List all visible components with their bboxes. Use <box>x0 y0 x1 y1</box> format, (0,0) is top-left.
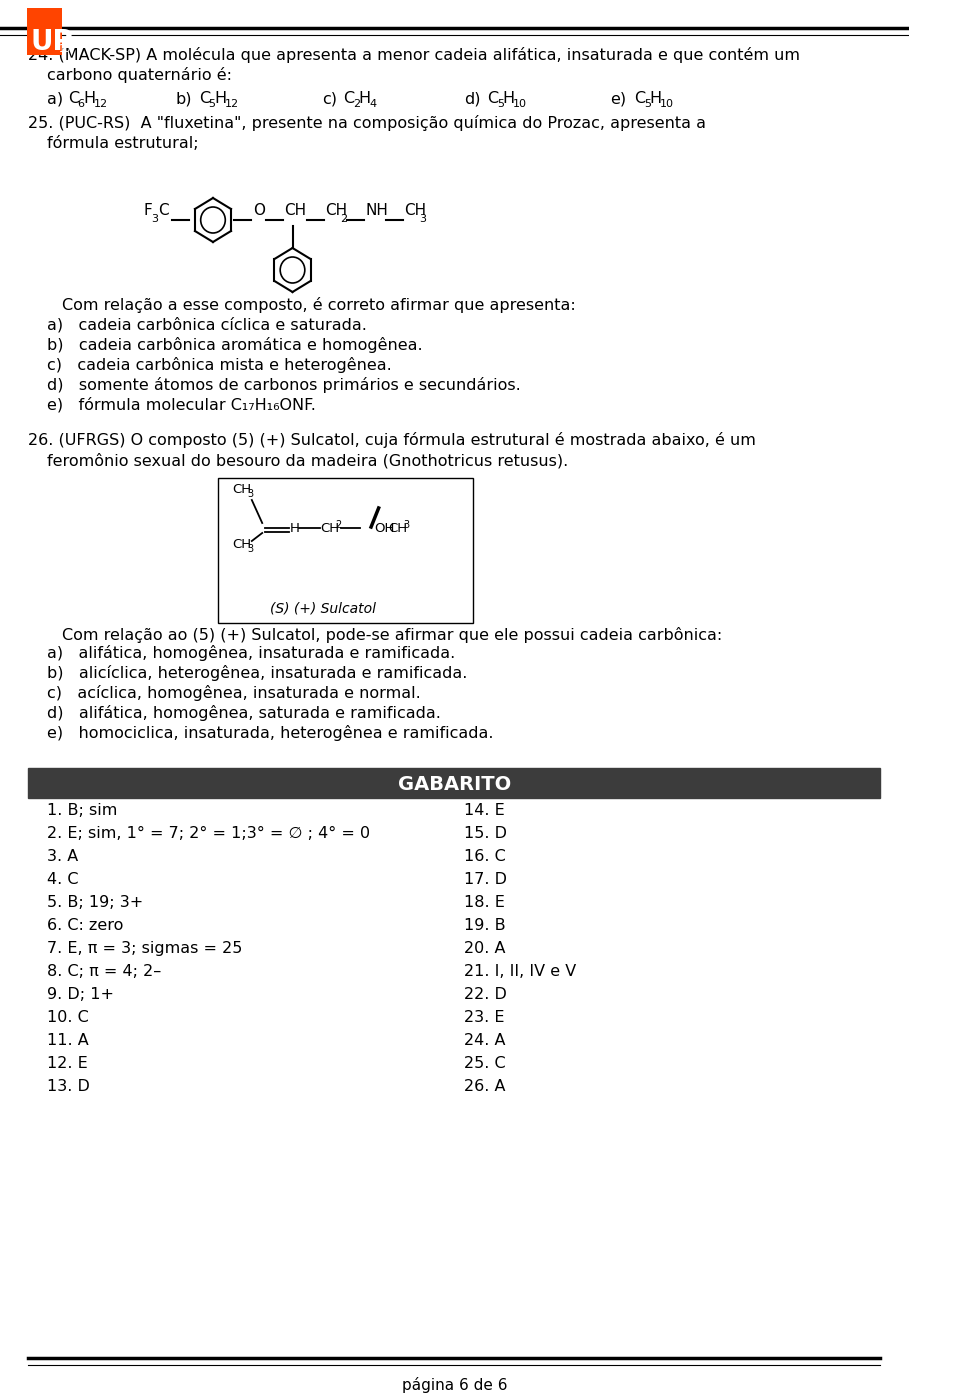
Text: b): b) <box>175 91 192 106</box>
Text: feromônio sexual do besouro da madeira (Gnothotricus retusus).: feromônio sexual do besouro da madeira (… <box>47 453 568 468</box>
Text: CH: CH <box>320 521 339 535</box>
Text: H: H <box>214 91 226 106</box>
Text: H: H <box>290 521 300 535</box>
Text: C: C <box>199 91 210 106</box>
Text: 2: 2 <box>335 520 342 530</box>
Text: fórmula estrutural;: fórmula estrutural; <box>47 136 199 151</box>
Text: 13. D: 13. D <box>47 1079 90 1095</box>
Text: 8. C; π = 4; 2–: 8. C; π = 4; 2– <box>47 965 161 979</box>
Text: 20. A: 20. A <box>464 941 505 956</box>
Text: 3: 3 <box>247 544 253 554</box>
Text: NH: NH <box>366 203 388 218</box>
Text: 4. C: 4. C <box>47 872 79 886</box>
Text: e): e) <box>611 91 627 106</box>
Text: CH: CH <box>232 482 252 496</box>
Text: C: C <box>488 91 498 106</box>
Text: d): d) <box>464 91 480 106</box>
Text: F: F <box>144 203 153 218</box>
Text: CH: CH <box>324 203 347 218</box>
Text: 3: 3 <box>403 520 409 530</box>
Text: 5. B; 19; 3+: 5. B; 19; 3+ <box>47 895 144 910</box>
Text: página 6 de 6: página 6 de 6 <box>401 1377 507 1392</box>
Text: 6. C: zero: 6. C: zero <box>47 918 124 932</box>
Text: 11. A: 11. A <box>47 1033 89 1048</box>
Text: b)   alicíclica, heterogênea, insaturada e ramificada.: b) alicíclica, heterogênea, insaturada e… <box>47 665 468 681</box>
Text: 3. A: 3. A <box>47 849 79 864</box>
Text: Com relação a esse composto, é correto afirmar que apresenta:: Com relação a esse composto, é correto a… <box>61 296 575 313</box>
Text: H: H <box>84 91 95 106</box>
Text: 10. C: 10. C <box>47 1009 89 1025</box>
Text: 2. E; sim, 1° = 7; 2° = 1;3° = ∅ ; 4° = 0: 2. E; sim, 1° = 7; 2° = 1;3° = ∅ ; 4° = … <box>47 826 371 842</box>
Text: 7. E, π = 3; sigmas = 25: 7. E, π = 3; sigmas = 25 <box>47 941 243 956</box>
Text: 1. B; sim: 1. B; sim <box>47 802 118 818</box>
Text: 5: 5 <box>497 99 504 109</box>
Text: 3: 3 <box>247 489 253 499</box>
Text: 24. A: 24. A <box>464 1033 505 1048</box>
Text: c)   cadeia carbônica mista e heterogênea.: c) cadeia carbônica mista e heterogênea. <box>47 356 392 373</box>
Polygon shape <box>27 8 61 55</box>
Text: CH: CH <box>388 521 407 535</box>
Text: c): c) <box>322 91 337 106</box>
Text: d)   somente átomos de carbonos primários e secundários.: d) somente átomos de carbonos primários … <box>47 377 521 393</box>
Text: C: C <box>635 91 645 106</box>
Text: CH: CH <box>232 538 252 551</box>
Text: 26. A: 26. A <box>464 1079 505 1095</box>
Text: H: H <box>359 91 371 106</box>
Text: 9. D; 1+: 9. D; 1+ <box>47 987 114 1002</box>
Text: 19. B: 19. B <box>464 918 506 932</box>
Text: e)   fórmula molecular C₁₇H₁₆ONF.: e) fórmula molecular C₁₇H₁₆ONF. <box>47 397 316 412</box>
Text: a)   alifática, homogênea, insaturada e ramificada.: a) alifática, homogênea, insaturada e ra… <box>47 644 456 661</box>
Text: 16. C: 16. C <box>464 849 506 864</box>
Text: 24. (MACK-SP) A molécula que apresenta a menor cadeia alifática, insaturada e qu: 24. (MACK-SP) A molécula que apresenta a… <box>29 48 801 63</box>
Text: 12. E: 12. E <box>47 1055 88 1071</box>
Text: 23. E: 23. E <box>464 1009 504 1025</box>
Text: c)   acíclica, homogênea, insaturada e normal.: c) acíclica, homogênea, insaturada e nor… <box>47 685 421 700</box>
Text: 10: 10 <box>513 99 527 109</box>
Text: 6: 6 <box>78 99 84 109</box>
Text: (S) (+) Sulcatol: (S) (+) Sulcatol <box>270 603 375 617</box>
Text: C: C <box>344 91 355 106</box>
Text: a): a) <box>47 91 63 106</box>
Text: 10: 10 <box>660 99 674 109</box>
Text: 12: 12 <box>225 99 238 109</box>
Text: carbono quaternário é:: carbono quaternário é: <box>47 67 232 82</box>
Text: C: C <box>68 91 80 106</box>
Text: 15. D: 15. D <box>464 826 507 842</box>
Text: O: O <box>252 203 265 218</box>
Text: Com relação ao (5) (+) Sulcatol, pode-se afirmar que ele possui cadeia carbônica: Com relação ao (5) (+) Sulcatol, pode-se… <box>61 626 722 643</box>
FancyBboxPatch shape <box>29 768 880 798</box>
Text: 4: 4 <box>370 99 376 109</box>
Text: 26. (UFRGS) O composto (5) (+) Sulcatol, cuja fórmula estrutural é mostrada abai: 26. (UFRGS) O composto (5) (+) Sulcatol,… <box>29 432 756 447</box>
Text: a)   cadeia carbônica cíclica e saturada.: a) cadeia carbônica cíclica e saturada. <box>47 317 368 333</box>
Text: 2: 2 <box>340 214 347 224</box>
Text: H: H <box>649 91 661 106</box>
Text: 17. D: 17. D <box>464 872 507 886</box>
Text: 25. C: 25. C <box>464 1055 506 1071</box>
Text: e)   homociclica, insaturada, heterogênea e ramificada.: e) homociclica, insaturada, heterogênea … <box>47 726 493 741</box>
Text: C: C <box>158 203 169 218</box>
Text: OH: OH <box>373 521 395 535</box>
Text: GABARITO: GABARITO <box>397 776 511 794</box>
Text: 5: 5 <box>208 99 215 109</box>
Text: b)   cadeia carbônica aromática e homogênea.: b) cadeia carbônica aromática e homogêne… <box>47 337 423 354</box>
Text: 14. E: 14. E <box>464 802 505 818</box>
Text: 22. D: 22. D <box>464 987 507 1002</box>
Text: 18. E: 18. E <box>464 895 505 910</box>
FancyBboxPatch shape <box>218 478 473 624</box>
Text: 21. I, II, IV e V: 21. I, II, IV e V <box>464 965 576 979</box>
Text: 5: 5 <box>644 99 651 109</box>
Text: d)   alifática, homogênea, saturada e ramificada.: d) alifática, homogênea, saturada e rami… <box>47 705 442 721</box>
Text: 12: 12 <box>94 99 108 109</box>
Text: CH: CH <box>404 203 426 218</box>
Text: 3: 3 <box>420 214 426 224</box>
Text: CH: CH <box>284 203 306 218</box>
Text: 10: 10 <box>59 43 71 55</box>
Text: UP: UP <box>31 28 73 56</box>
Text: 25. (PUC-RS)  A "fluxetina", presente na composição química do Prozac, apresenta: 25. (PUC-RS) A "fluxetina", presente na … <box>29 115 707 131</box>
Text: 3: 3 <box>152 214 158 224</box>
Text: H: H <box>503 91 515 106</box>
Text: 2: 2 <box>353 99 360 109</box>
